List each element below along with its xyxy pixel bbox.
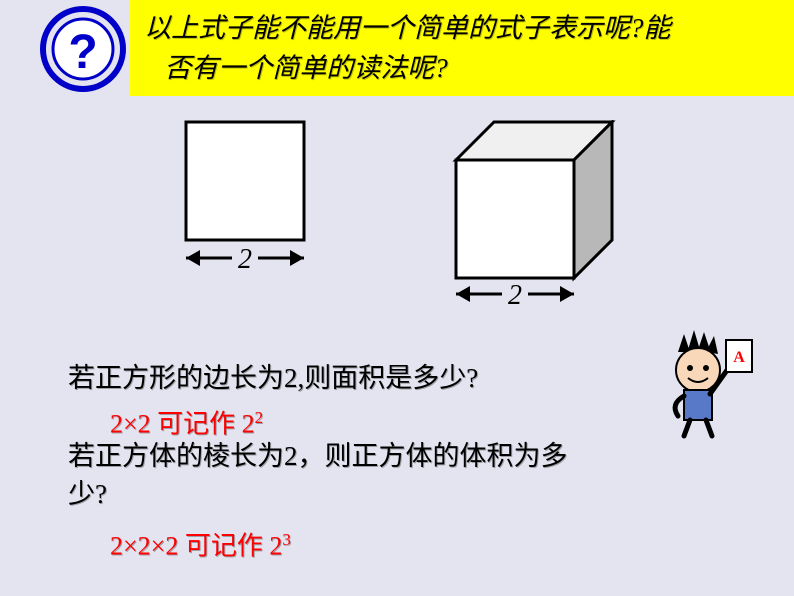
question-2: 若正方体的棱长为2，则正方体的体积为多 少? [68, 438, 708, 514]
svg-text:?: ? [68, 26, 97, 79]
question-1: 若正方形的边长为2,则面积是多少? [68, 360, 628, 398]
answer-1-prefix: 2×2 可记作 2 [110, 410, 255, 439]
cube-label: 2 [508, 280, 522, 310]
answer-2: 2×2×2 可记作 23 [110, 528, 291, 565]
question-2-line2: 少? [68, 479, 107, 509]
shapes-row: 2 2 [0, 120, 794, 300]
cube-figure: 2 [450, 120, 650, 315]
answer-1-exponent: 2 [255, 408, 263, 427]
svg-text:A: A [733, 349, 745, 366]
question-mark-icon: ? [40, 6, 126, 92]
header-band: 以上式子能不能用一个简单的式子表示呢?能 否有一个简单的读法呢? [130, 0, 794, 96]
header-line1: 以上式子能不能用一个简单的式子表示呢?能 [144, 13, 671, 43]
header-line2: 否有一个简单的读法呢? [164, 53, 448, 83]
kid-cartoon-icon: A [648, 330, 758, 440]
question-2-line1: 若正方体的棱长为2，则正方体的体积为多 [68, 441, 568, 471]
answer-2-exponent: 3 [282, 530, 290, 549]
square-figure: 2 [180, 120, 320, 295]
header-text: 以上式子能不能用一个简单的式子表示呢?能 否有一个简单的读法呢? [144, 8, 671, 89]
square-label: 2 [238, 244, 252, 275]
answer-2-prefix: 2×2×2 可记作 2 [110, 532, 282, 561]
